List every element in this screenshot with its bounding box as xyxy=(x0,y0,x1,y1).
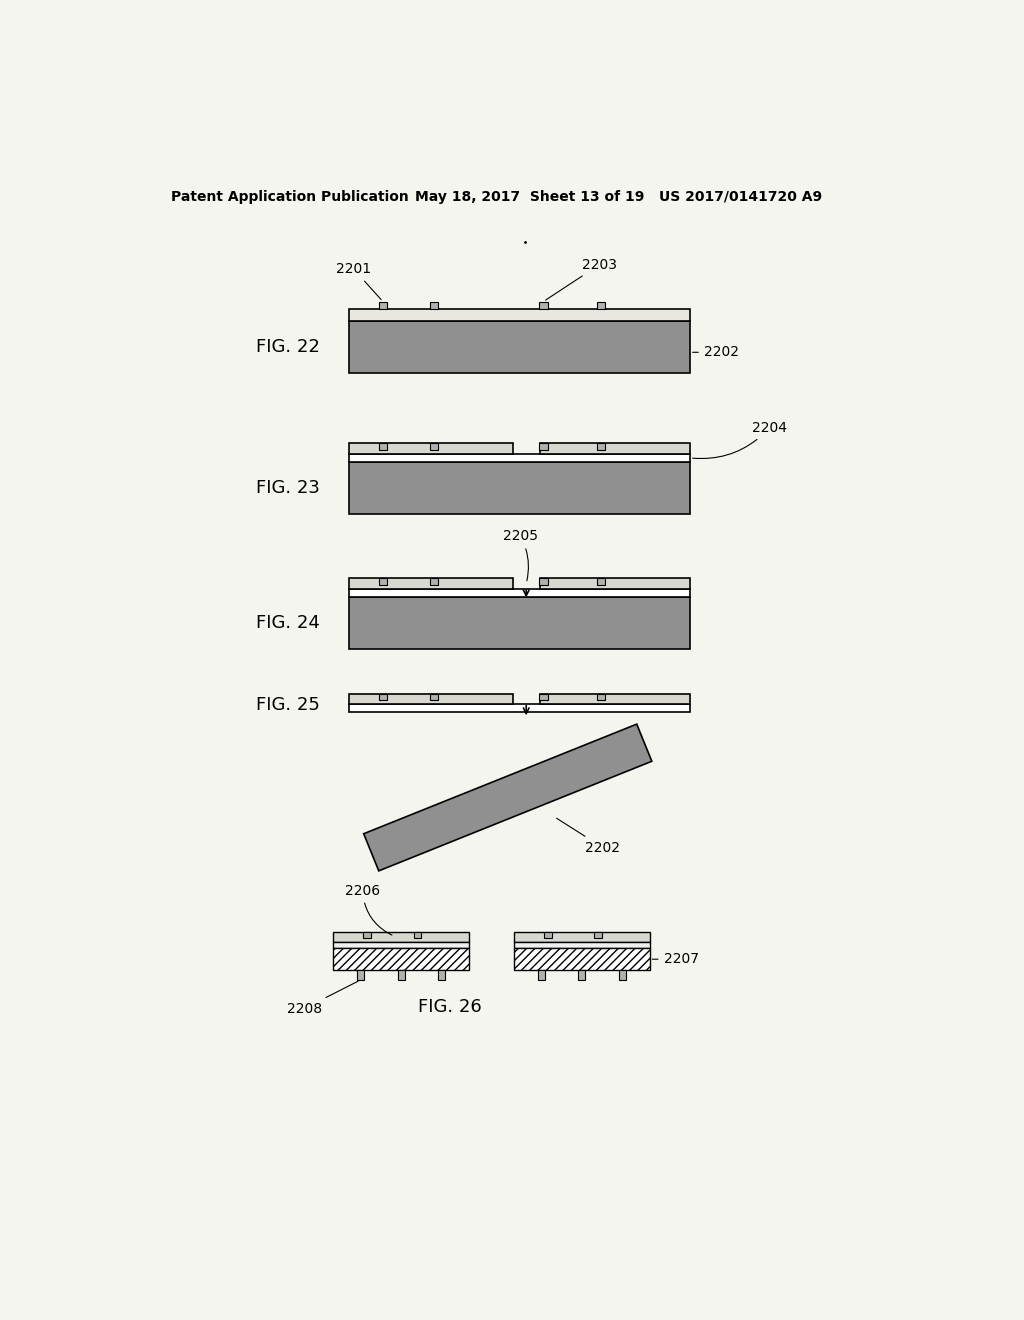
Bar xyxy=(357,970,364,979)
Bar xyxy=(349,444,513,454)
Text: 2207: 2207 xyxy=(652,952,698,966)
Bar xyxy=(364,932,371,939)
Bar xyxy=(334,932,469,942)
Text: Patent Application Publication: Patent Application Publication xyxy=(171,190,409,203)
Bar xyxy=(430,578,438,585)
Bar xyxy=(430,444,438,450)
Bar xyxy=(414,932,421,939)
Bar xyxy=(618,970,626,979)
Bar xyxy=(430,693,438,701)
Bar xyxy=(539,302,548,309)
Bar xyxy=(438,970,445,979)
Bar xyxy=(544,932,552,939)
Text: 2203: 2203 xyxy=(546,257,617,300)
Text: 2202: 2202 xyxy=(692,346,739,359)
Bar xyxy=(539,444,548,450)
Text: FIG. 25: FIG. 25 xyxy=(256,696,319,714)
Polygon shape xyxy=(364,725,652,871)
Bar xyxy=(349,462,690,513)
Text: FIG. 22: FIG. 22 xyxy=(256,338,319,356)
Bar xyxy=(597,578,605,585)
Text: 2201: 2201 xyxy=(336,263,381,300)
Text: May 18, 2017  Sheet 13 of 19: May 18, 2017 Sheet 13 of 19 xyxy=(415,190,644,203)
Bar xyxy=(349,321,690,374)
Bar xyxy=(349,693,513,705)
Bar xyxy=(597,693,605,701)
Text: 2202: 2202 xyxy=(557,818,621,854)
Bar xyxy=(379,578,387,585)
Text: 2204: 2204 xyxy=(692,421,786,458)
Bar xyxy=(349,589,690,597)
Bar xyxy=(349,309,690,321)
Bar xyxy=(579,970,586,979)
Text: FIG. 26: FIG. 26 xyxy=(418,998,481,1016)
Text: 2205: 2205 xyxy=(503,529,538,581)
Bar xyxy=(349,454,690,462)
Bar xyxy=(349,578,513,589)
Bar xyxy=(539,693,548,701)
Bar xyxy=(597,444,605,450)
Text: 2206: 2206 xyxy=(345,883,392,935)
Bar xyxy=(538,970,545,979)
Bar xyxy=(334,942,469,948)
Bar xyxy=(379,444,387,450)
Bar xyxy=(334,948,469,970)
Bar xyxy=(597,302,605,309)
Bar xyxy=(349,705,690,711)
Text: FIG. 24: FIG. 24 xyxy=(256,614,319,632)
Bar xyxy=(594,932,602,939)
Bar xyxy=(540,578,690,589)
Bar xyxy=(430,302,438,309)
Text: 2208: 2208 xyxy=(287,981,358,1015)
Bar xyxy=(514,942,649,948)
Bar xyxy=(379,302,387,309)
Bar xyxy=(540,444,690,454)
Bar xyxy=(540,693,690,705)
Bar xyxy=(539,578,548,585)
Bar xyxy=(379,693,387,701)
Text: US 2017/0141720 A9: US 2017/0141720 A9 xyxy=(658,190,822,203)
Bar xyxy=(349,597,690,649)
Text: FIG. 23: FIG. 23 xyxy=(256,479,319,496)
Bar xyxy=(397,970,404,979)
Bar xyxy=(514,948,649,970)
Bar xyxy=(514,932,649,942)
